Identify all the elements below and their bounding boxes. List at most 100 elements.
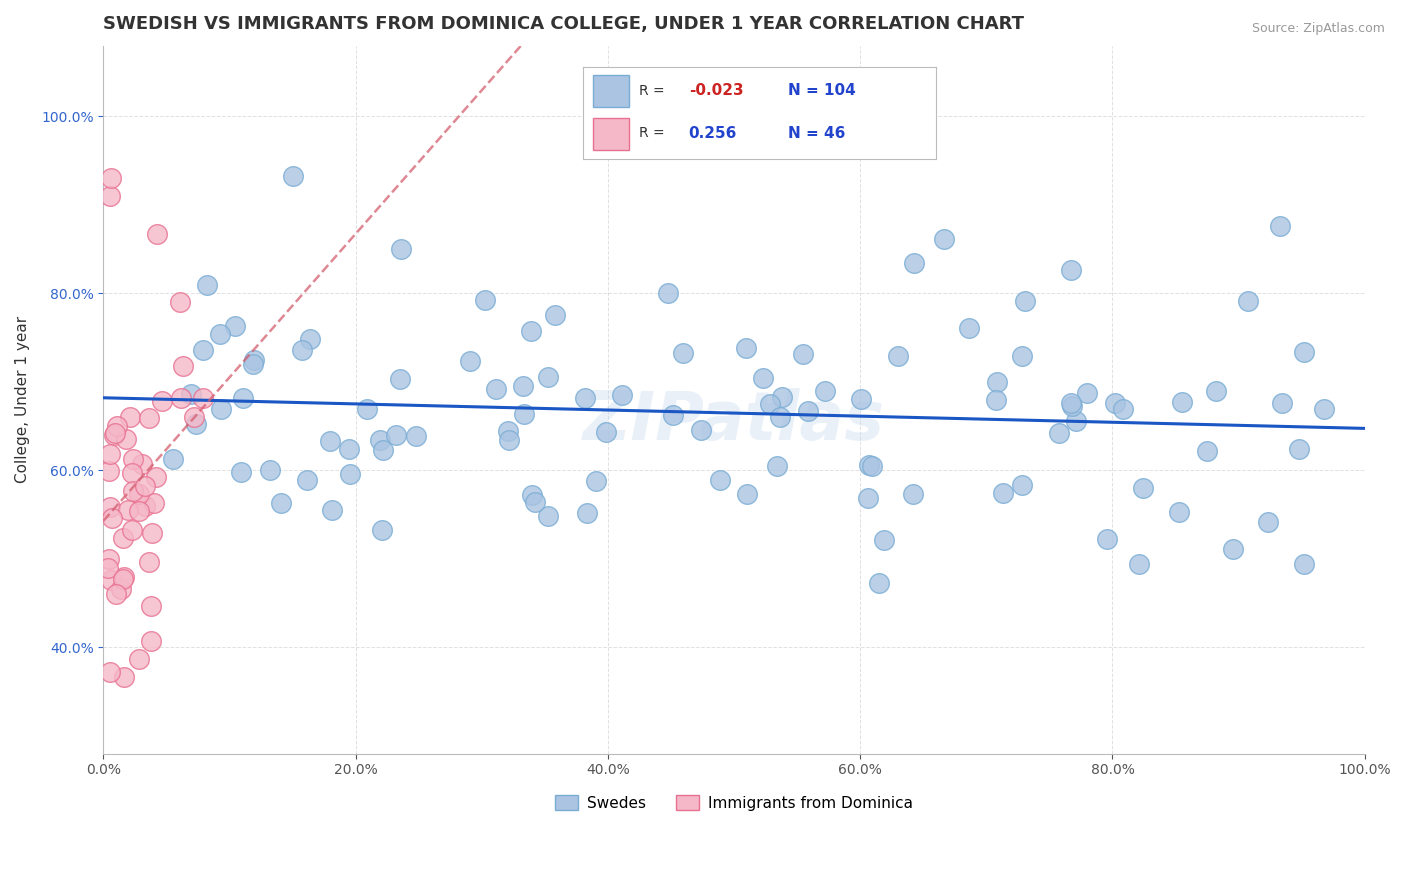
Point <box>170 391 193 405</box>
Point <box>112 570 135 584</box>
Point <box>1011 349 1033 363</box>
Point <box>150 394 173 409</box>
Y-axis label: College, Under 1 year: College, Under 1 year <box>15 316 30 483</box>
Point <box>339 442 361 456</box>
Point <box>1076 386 1098 401</box>
Point <box>134 479 156 493</box>
Point <box>886 349 908 363</box>
Point <box>752 370 775 384</box>
Point <box>145 227 167 241</box>
Text: SWEDISH VS IMMIGRANTS FROM DOMINICA COLLEGE, UNDER 1 YEAR CORRELATION CHART: SWEDISH VS IMMIGRANTS FROM DOMINICA COLL… <box>104 15 1025 33</box>
Point <box>1222 542 1244 557</box>
Point <box>1313 401 1336 416</box>
Point <box>117 503 139 517</box>
Point <box>851 392 873 407</box>
Point <box>121 523 143 537</box>
Point <box>1205 384 1227 398</box>
Point <box>172 359 194 373</box>
Text: Source: ZipAtlas.com: Source: ZipAtlas.com <box>1251 22 1385 36</box>
Point <box>612 388 634 402</box>
Point <box>1167 505 1189 519</box>
Point <box>128 504 150 518</box>
Point <box>385 428 408 442</box>
Point <box>141 526 163 541</box>
Point <box>120 409 142 424</box>
Point <box>595 425 617 439</box>
Point <box>142 496 165 510</box>
Point <box>765 459 787 474</box>
Point <box>1128 557 1150 571</box>
Point <box>662 408 685 422</box>
Point <box>797 404 820 418</box>
Point <box>1197 444 1219 458</box>
Point <box>138 555 160 569</box>
Point <box>134 499 156 513</box>
Point <box>901 487 924 501</box>
Point <box>657 286 679 301</box>
Point <box>98 665 121 679</box>
Point <box>242 357 264 371</box>
Point <box>690 423 713 437</box>
Point <box>105 419 128 434</box>
Point <box>932 232 955 246</box>
Point <box>1237 294 1260 309</box>
Point <box>860 458 883 473</box>
Point <box>224 319 246 334</box>
Point <box>1060 396 1083 410</box>
Point <box>792 346 814 360</box>
Point <box>1011 478 1033 492</box>
Point <box>389 243 412 257</box>
Point <box>321 503 343 517</box>
Point <box>195 277 218 292</box>
Point <box>543 308 565 322</box>
Point <box>105 587 128 601</box>
Point <box>103 428 125 442</box>
Point <box>1014 294 1036 309</box>
Point <box>709 473 731 487</box>
Point <box>1064 414 1087 428</box>
Point <box>984 392 1007 407</box>
Point <box>1097 532 1119 546</box>
Point <box>873 533 896 548</box>
Point <box>229 466 252 480</box>
Point <box>141 599 163 613</box>
Point <box>758 396 780 410</box>
Point <box>1062 399 1084 413</box>
Point <box>770 390 793 404</box>
Point <box>513 407 536 421</box>
Point <box>672 345 695 359</box>
Point <box>208 327 231 342</box>
Point <box>585 474 607 488</box>
Point <box>98 464 121 478</box>
Point <box>121 484 143 499</box>
Point <box>512 379 534 393</box>
Point <box>498 433 520 447</box>
Point <box>259 463 281 477</box>
Point <box>162 451 184 466</box>
Point <box>575 506 598 520</box>
Point <box>121 466 143 480</box>
Point <box>270 496 292 510</box>
Point <box>122 452 145 467</box>
Point <box>112 670 135 684</box>
Legend: Swedes, Immigrants from Dominica: Swedes, Immigrants from Dominica <box>548 789 920 817</box>
Point <box>368 434 391 448</box>
Point <box>131 457 153 471</box>
Point <box>458 353 481 368</box>
Point <box>183 410 205 425</box>
Point <box>319 434 342 449</box>
Point <box>1171 395 1194 409</box>
Point <box>1112 401 1135 416</box>
Point <box>1294 344 1316 359</box>
Point <box>574 391 596 405</box>
Point <box>991 486 1014 500</box>
Point <box>111 573 134 587</box>
Point <box>474 293 496 308</box>
Point <box>388 372 411 386</box>
Point <box>110 582 132 597</box>
Point <box>1132 481 1154 495</box>
Point <box>128 487 150 501</box>
Point <box>193 392 215 406</box>
Point <box>339 467 361 482</box>
Point <box>858 458 880 472</box>
